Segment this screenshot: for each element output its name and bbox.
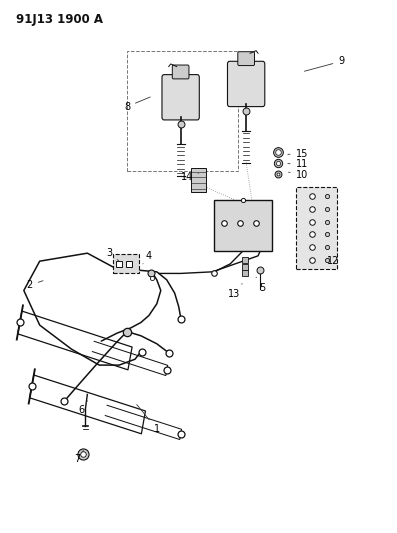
FancyBboxPatch shape [162, 75, 199, 120]
Text: 3: 3 [106, 248, 119, 261]
Text: 1: 1 [137, 405, 160, 434]
Text: 91J13 1900 A: 91J13 1900 A [16, 13, 103, 26]
FancyBboxPatch shape [238, 52, 254, 66]
Text: 7: 7 [74, 450, 83, 464]
Text: 13: 13 [228, 284, 242, 299]
Text: 4: 4 [143, 251, 152, 264]
Text: 2: 2 [27, 280, 43, 290]
Text: 12: 12 [327, 253, 340, 266]
FancyBboxPatch shape [227, 61, 265, 107]
Text: 6: 6 [78, 401, 87, 415]
Text: 9: 9 [304, 56, 345, 71]
Text: 10: 10 [289, 170, 308, 180]
FancyBboxPatch shape [172, 65, 189, 79]
Text: 5: 5 [256, 277, 265, 293]
Bar [214, 200, 272, 251]
Bar [191, 168, 206, 192]
Text: 15: 15 [288, 149, 308, 158]
Bar [113, 254, 139, 273]
Text: 8: 8 [124, 97, 150, 111]
Text: 11: 11 [288, 159, 308, 168]
Bar [127, 51, 238, 171]
Bar [296, 187, 337, 269]
Text: 14: 14 [181, 172, 198, 182]
